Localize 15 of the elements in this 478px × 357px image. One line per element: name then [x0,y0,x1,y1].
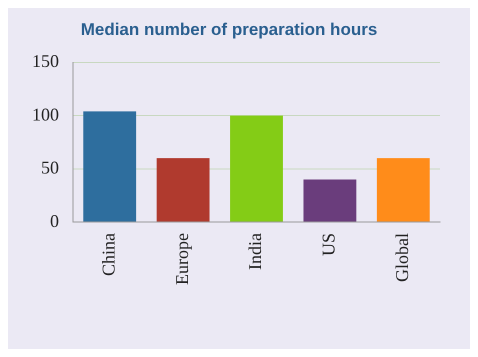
x-tick-label: Global [392,233,412,282]
y-tick-label: 100 [32,104,59,124]
x-tick-label: China [98,233,118,276]
chart-title: Median number of preparation hours [80,20,378,39]
x-tick-label: US [318,233,339,256]
bar [303,179,356,222]
bar [376,158,430,222]
bar [230,116,283,222]
x-tick-label: India [245,233,266,270]
x-tick-label: Europe [172,233,192,286]
y-tick-label: 150 [32,51,59,72]
y-tick-label: 0 [50,210,59,231]
y-tick-label: 50 [41,158,59,178]
bar [83,111,136,222]
bar [156,158,210,222]
